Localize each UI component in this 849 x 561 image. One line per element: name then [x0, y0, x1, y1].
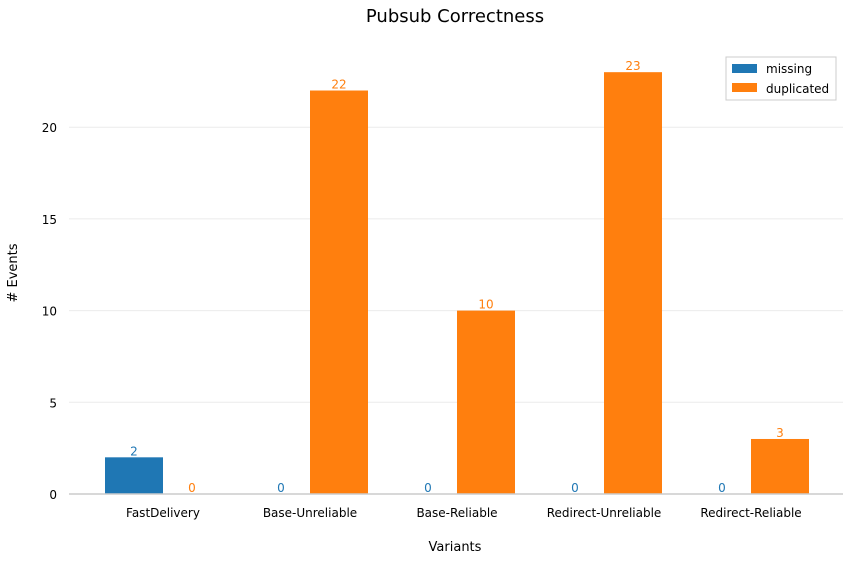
- y-tick-label: 0: [49, 488, 57, 502]
- data-label-duplicated: 23: [625, 59, 640, 73]
- y-tick-label: 20: [42, 121, 57, 135]
- legend-swatch-duplicated: [732, 83, 757, 92]
- y-axis-ticks: 0 5 10 15 20: [42, 121, 57, 502]
- data-label-duplicated: 22: [331, 78, 346, 92]
- bar-duplicated: [310, 90, 368, 494]
- data-label-missing: 0: [277, 481, 285, 495]
- legend: missing duplicated: [725, 56, 837, 101]
- legend-label-missing: missing: [766, 62, 812, 76]
- data-label-missing: 2: [130, 444, 138, 458]
- x-tick-label: Base-Reliable: [416, 506, 497, 520]
- x-axis-ticks: FastDelivery Base-Unreliable Base-Reliable…: [126, 506, 802, 520]
- chart-title: Pubsub Correctness: [366, 6, 544, 27]
- bar-duplicated: [457, 310, 515, 494]
- x-tick-label: FastDelivery: [126, 506, 200, 520]
- bars: [105, 72, 809, 495]
- data-label-duplicated: 10: [478, 298, 493, 312]
- gridlines: [69, 126, 843, 403]
- bar-duplicated: [751, 438, 809, 494]
- y-tick-label: 5: [49, 396, 57, 410]
- bar-missing: [105, 457, 163, 494]
- data-label-missing: 0: [718, 481, 726, 495]
- x-tick-label: Redirect-Unreliable: [547, 506, 662, 520]
- y-tick-label: 10: [42, 305, 57, 319]
- y-tick-label: 15: [42, 213, 57, 227]
- x-tick-label: Redirect-Reliable: [700, 506, 801, 520]
- legend-label-duplicated: duplicated: [766, 82, 829, 96]
- x-tick-label: Base-Unreliable: [263, 506, 357, 520]
- y-axis-label: # Events: [6, 243, 21, 302]
- data-label-missing: 0: [571, 481, 579, 495]
- data-label-duplicated: 3: [776, 426, 784, 440]
- data-label-missing: 0: [424, 481, 432, 495]
- legend-swatch-missing: [732, 64, 757, 73]
- x-axis-label: Variants: [429, 540, 482, 555]
- bar-duplicated: [604, 72, 662, 495]
- data-label-duplicated: 0: [188, 481, 196, 495]
- data-labels: 2 0 0 22 0 10 0 23 0 3: [130, 59, 784, 495]
